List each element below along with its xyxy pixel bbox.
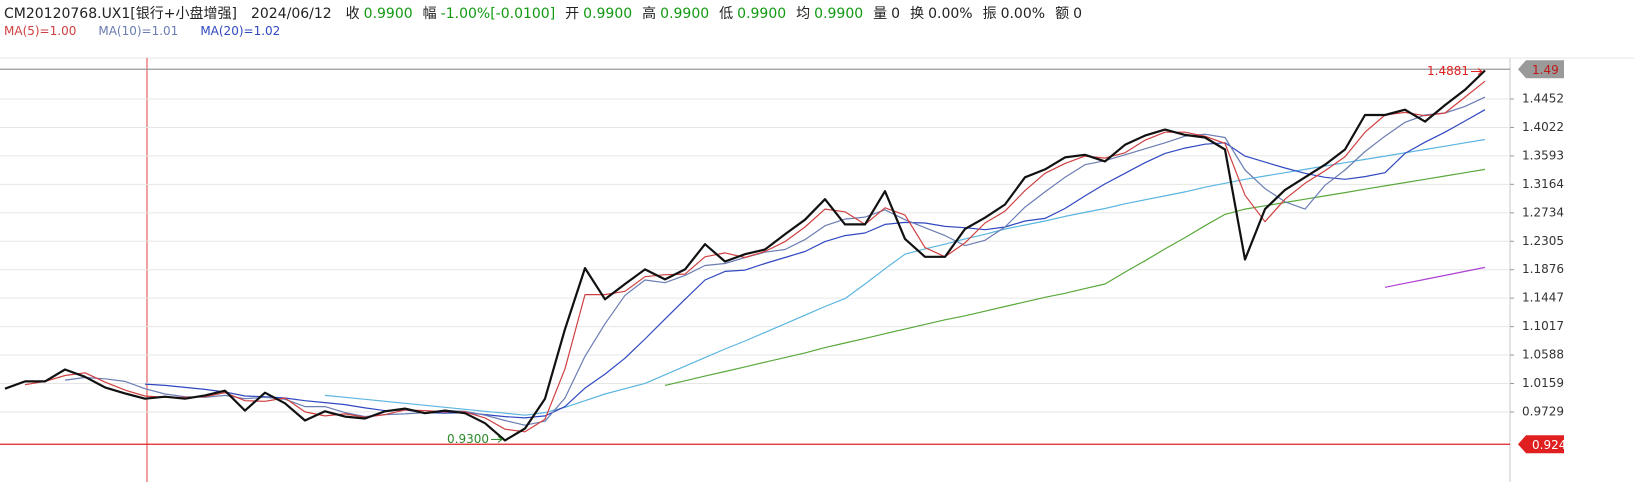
stat-label: 量 — [873, 6, 888, 22]
series-line — [664, 168, 1486, 386]
stat-value: 0.9900 — [660, 6, 710, 22]
y-tick-label: 1.1447 — [1522, 291, 1564, 305]
price-tag-label: 1.49 — [1532, 63, 1559, 77]
stat-value: -1.00%[-0.0100] — [440, 6, 556, 22]
y-tick-label: 1.3164 — [1522, 177, 1564, 191]
y-tick-label: 1.1017 — [1522, 319, 1564, 333]
y-tick-label: 1.4452 — [1522, 91, 1564, 105]
legend: MA(5)=1.00 MA(10)=1.01 MA(20)=1.02 — [4, 24, 302, 38]
annotation-arrowhead — [497, 436, 503, 443]
stat-label: 低 — [719, 6, 734, 22]
annotation: 1.4881 — [1427, 64, 1469, 78]
stat-label: 收 — [345, 6, 360, 22]
series-line — [324, 138, 1486, 416]
stat-label: 换 — [910, 6, 925, 22]
date: 2024/06/12 — [250, 6, 332, 22]
series-line — [1384, 266, 1486, 288]
stat-value: 0.9900 — [363, 6, 413, 22]
legend-entry: MA(10)=1.01 — [98, 24, 179, 38]
legend-entry: MA(5)=1.00 — [4, 24, 77, 38]
price-tag — [1518, 60, 1564, 79]
series-line — [64, 96, 1486, 426]
stat-value: 0.00% — [1000, 6, 1046, 22]
stat-value: 0.9900 — [814, 6, 864, 22]
y-tick-label: 1.2305 — [1522, 234, 1564, 248]
title: CM20120768.UX1[银行+小盘增强] — [4, 6, 237, 22]
stat-value: 0.9900 — [737, 6, 787, 22]
y-tick-label: 1.4022 — [1522, 120, 1564, 134]
y-tick-label: 1.2734 — [1522, 205, 1564, 219]
price-tag — [1518, 435, 1564, 454]
series-line — [144, 109, 1486, 419]
annotation: 0.9300 — [447, 432, 489, 446]
stat-value: 0.9900 — [583, 6, 633, 22]
stat-value: 0 — [891, 6, 901, 22]
y-tick-label: 1.0159 — [1522, 376, 1564, 390]
y-tick-label: 1.0588 — [1522, 348, 1564, 362]
stat-label: 开 — [565, 6, 580, 22]
stat-label: 额 — [1055, 6, 1070, 22]
series-line — [4, 69, 1486, 442]
annotation-arrowhead — [1477, 68, 1483, 75]
stat-label: 高 — [642, 6, 657, 22]
stat-value: 0.00% — [928, 6, 973, 22]
legend-entry: MA(20)=1.02 — [200, 24, 281, 38]
stat-value: 0 — [1073, 6, 1082, 22]
y-tick-label: 1.3593 — [1522, 148, 1564, 162]
stat-label: 振 — [982, 6, 997, 22]
y-tick-label: 1.1876 — [1522, 262, 1564, 276]
price-tag-label: 0.9242 — [1532, 438, 1574, 452]
y-tick-label: 0.9729 — [1522, 404, 1564, 418]
header: CM20120768.UX1[银行+小盘增强] 2024/06/12 收 0.9900… — [4, 3, 1092, 23]
stat-label: 均 — [796, 6, 811, 22]
stat-label: 幅 — [422, 6, 437, 22]
series-line — [24, 80, 1486, 433]
